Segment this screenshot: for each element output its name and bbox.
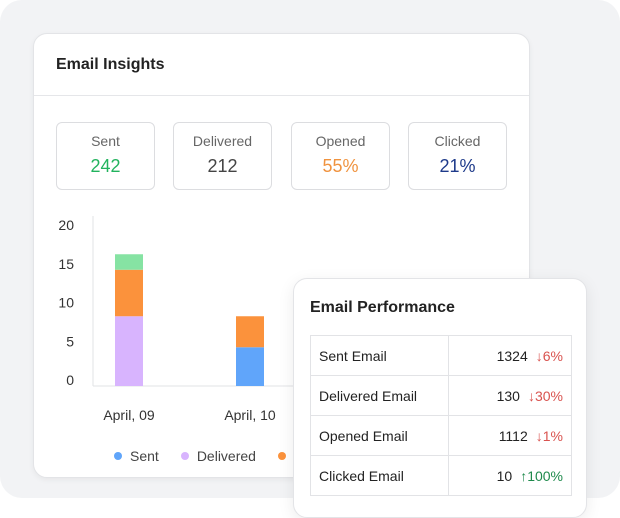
metric-label: Opened Email bbox=[310, 415, 449, 456]
y-tick-label: 10 bbox=[58, 295, 74, 311]
stat-clicked: Clicked 21% bbox=[408, 122, 507, 190]
table-row: Delivered Email 130 ↓30% bbox=[310, 375, 572, 416]
stat-value: 55% bbox=[322, 156, 359, 176]
metric-value: 10 bbox=[496, 467, 513, 484]
metric-label: Clicked Email bbox=[310, 455, 449, 496]
legend-dot-icon bbox=[114, 452, 122, 460]
legend-dot-icon bbox=[277, 452, 286, 460]
performance-table: Sent Email 1324 ↓6% Delivered Email 130 ↓30% O… bbox=[310, 335, 572, 496]
metric-value-cell: 10 ↑100% bbox=[448, 455, 572, 496]
stacked-bar-chart: 0 5 10 15 20 April, 09 April, 10 bbox=[58, 216, 531, 423]
y-tick-label: 0 bbox=[66, 372, 74, 388]
metric-change: ↓30% bbox=[527, 387, 563, 404]
stat-value: 242 bbox=[90, 156, 121, 176]
stat-sent: Sent 242 bbox=[56, 122, 155, 190]
stat-label: Delivered bbox=[192, 133, 253, 149]
y-tick-label: 20 bbox=[58, 217, 74, 233]
metric-value-cell: 130 ↓30% bbox=[448, 375, 572, 416]
bar-segment-opened bbox=[115, 269, 143, 317]
metric-value: 130 bbox=[496, 387, 520, 404]
stat-value: 21% bbox=[439, 156, 476, 176]
stat-label: Opened bbox=[315, 133, 366, 149]
legend-item[interactable]: Delivered bbox=[180, 448, 256, 464]
card-title: Email Performance bbox=[310, 299, 455, 316]
divider bbox=[34, 95, 529, 96]
legend-label: Sent bbox=[130, 448, 159, 464]
metric-value-cell: 1112 ↓1% bbox=[448, 415, 572, 456]
table-row: Sent Email 1324 ↓6% bbox=[310, 335, 572, 376]
metric-value-cell: 1324 ↓6% bbox=[448, 335, 572, 376]
y-tick-label: 15 bbox=[58, 256, 74, 272]
table-row: Opened Email 1112 ↓1% bbox=[310, 415, 572, 456]
bar-segment-sent bbox=[236, 347, 264, 386]
bar-segment-clicked bbox=[115, 254, 143, 270]
stat-label: Sent bbox=[91, 133, 120, 149]
table-row: Clicked Email 10 ↑100% bbox=[310, 455, 572, 496]
y-tick-label: 5 bbox=[66, 333, 74, 349]
stat-value: 212 bbox=[207, 156, 238, 176]
stat-delivered: Delivered 212 bbox=[173, 122, 272, 190]
legend-label: Delivered bbox=[196, 448, 256, 464]
metric-change: ↓1% bbox=[535, 427, 563, 444]
metric-value: 1324 bbox=[496, 347, 528, 364]
metric-label: Delivered Email bbox=[310, 375, 449, 416]
legend-item[interactable]: Sent bbox=[114, 448, 159, 464]
metric-label: Sent Email bbox=[310, 335, 449, 376]
metric-change: ↓6% bbox=[535, 347, 563, 364]
metric-value: 1112 bbox=[498, 427, 528, 444]
stat-label: Clicked bbox=[434, 133, 481, 149]
stat-opened: Opened 55% bbox=[291, 122, 390, 190]
email-performance-card: Email Performance Sent Email 1324 ↓6% Deliv… bbox=[293, 278, 587, 518]
legend-dot-icon bbox=[180, 452, 189, 460]
bar-segment-delivered bbox=[115, 316, 143, 386]
x-tick-label: April, 10 bbox=[224, 407, 276, 423]
metric-change: ↑100% bbox=[520, 467, 563, 484]
bar-segment-opened bbox=[236, 316, 264, 348]
x-tick-label: April, 09 bbox=[103, 407, 155, 423]
card-title: Email Insights bbox=[56, 56, 165, 73]
